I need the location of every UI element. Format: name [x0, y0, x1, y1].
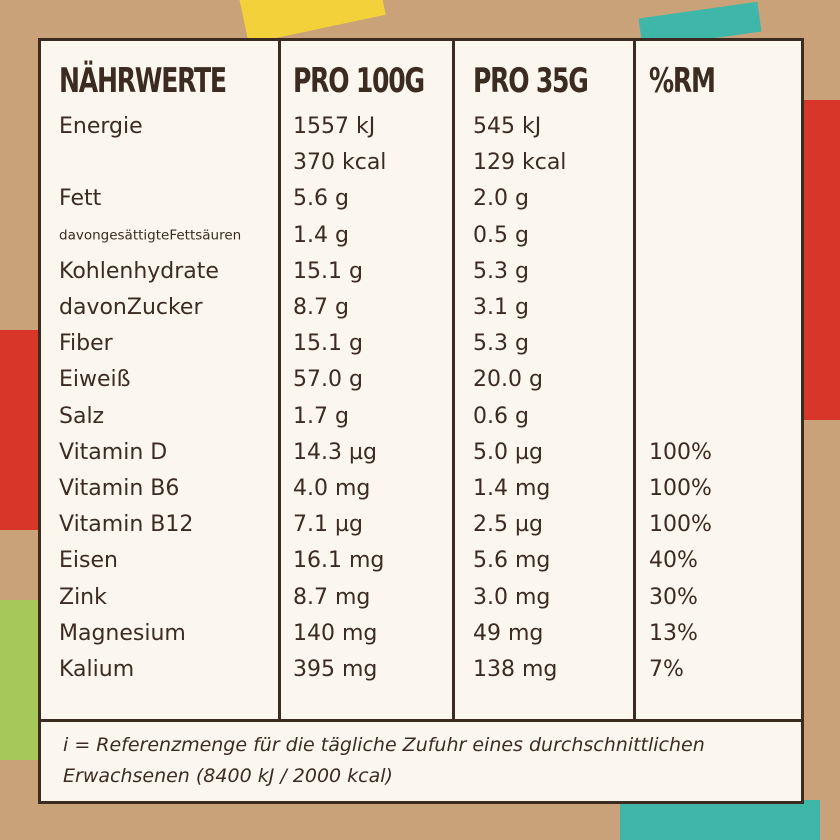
nutrient-name: Vitamin D — [59, 439, 168, 465]
nutrient-value: 1.4 mg — [473, 476, 551, 501]
nutrient-name: Zink — [59, 584, 107, 610]
nutrient-value: 5.6 mg — [473, 548, 551, 574]
nutrient-name: davonZucker — [59, 295, 203, 320]
nutrient-value: 545 kJ — [473, 114, 542, 139]
nutrient-value: 3.0 mg — [473, 584, 551, 610]
nutrient-value: 129 kcal — [473, 150, 567, 176]
column-header: PRO 100G — [293, 61, 425, 101]
nutrient-value: 1557 kJ — [293, 114, 376, 139]
nutrient-name: Salz — [59, 403, 105, 429]
nutrient-value: 13% — [649, 620, 698, 646]
nutrient-value: 7.1 µg — [293, 512, 363, 538]
nutrient-value: 30% — [649, 584, 698, 610]
nutrient-name: Eiweiß — [59, 367, 131, 393]
footnote: i = Referenzmenge für die tägliche Zufuh… — [63, 734, 705, 756]
decoration — [0, 600, 40, 760]
nutrient-value: 5.3 g — [473, 258, 529, 284]
nutrient-value: 140 mg — [293, 620, 378, 646]
nutrient-value: 100% — [649, 512, 712, 538]
nutrient-value: 57.0 g — [293, 367, 363, 393]
nutrient-value: 14.3 µg — [293, 439, 377, 465]
nutrient-value: 138 mg — [473, 657, 558, 682]
nutrient-value: 2.0 g — [473, 186, 529, 212]
nutrient-value: 8.7 g — [293, 295, 349, 320]
nutrient-value: 7% — [649, 657, 684, 682]
nutrient-value: 2.5 µg — [473, 512, 543, 538]
decoration — [800, 100, 840, 420]
nutrient-value: 4.0 mg — [293, 476, 371, 501]
nutrient-value: 1.7 g — [293, 403, 349, 429]
column-header: PRO 35G — [473, 61, 589, 101]
nutrient-value: 8.7 mg — [293, 584, 371, 610]
nutrient-value: 5.6 g — [293, 186, 349, 212]
nutrient-name: Vitamin B12 — [59, 512, 194, 538]
nutrient-value: 3.1 g — [473, 295, 529, 320]
nutrient-value: 370 kcal — [293, 150, 387, 176]
nutrient-value: 5.0 µg — [473, 439, 543, 465]
column-divider — [278, 41, 281, 721]
column-divider — [633, 41, 636, 721]
nutrient-value: 395 mg — [293, 657, 378, 682]
nutrient-value: 0.6 g — [473, 403, 529, 429]
nutrient-value: 5.3 g — [473, 331, 529, 357]
nutrient-name: Vitamin B6 — [59, 476, 180, 501]
nutrient-value: 100% — [649, 476, 712, 501]
nutrient-value: 15.1 g — [293, 258, 363, 284]
decoration — [620, 800, 820, 840]
nutrient-name: Fiber — [59, 331, 113, 357]
nutrient-value: 100% — [649, 439, 712, 465]
nutrient-name: davongesättigteFettsäuren — [59, 226, 242, 243]
nutrient-value: 16.1 mg — [293, 548, 385, 574]
nutrition-table: i = Referenzmenge für die tägliche Zufuh… — [38, 38, 804, 804]
decoration — [0, 330, 40, 530]
column-header: %RM — [649, 61, 716, 101]
column-header: NÄHRWERTE — [59, 61, 227, 101]
nutrient-name: Energie — [59, 114, 143, 139]
nutrient-value: 40% — [649, 548, 698, 574]
nutrient-value: 1.4 g — [293, 222, 349, 248]
nutrient-name: Kalium — [59, 657, 135, 682]
nutrient-value: 49 mg — [473, 620, 544, 646]
nutrient-name: Kohlenhydrate — [59, 258, 219, 284]
column-divider — [452, 41, 455, 721]
footnote: Erwachsenen (8400 kJ / 2000 kcal) — [63, 765, 393, 787]
nutrient-name: Fett — [59, 186, 102, 212]
nutrient-name: Eisen — [59, 548, 118, 574]
footer-divider — [41, 719, 801, 722]
nutrient-name: Magnesium — [59, 620, 186, 646]
nutrient-value: 20.0 g — [473, 367, 543, 393]
nutrient-value: 15.1 g — [293, 331, 363, 357]
nutrient-value: 0.5 g — [473, 222, 529, 248]
